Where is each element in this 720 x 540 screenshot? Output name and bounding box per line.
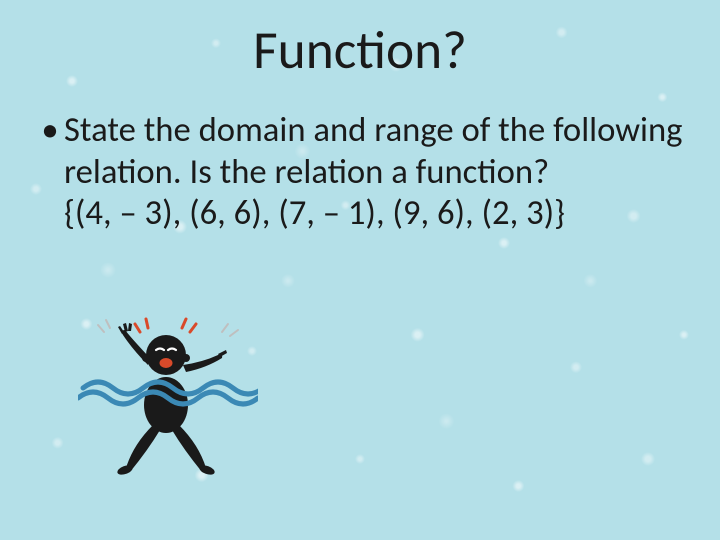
title-text: Function? xyxy=(253,18,467,83)
body-line-3: {(4, – 3), (6, 6), (7, – 1), (9, 6), (2,… xyxy=(64,192,565,234)
slide-body: • State the domain and range of the foll… xyxy=(36,110,684,235)
swimmer-cartoon-image xyxy=(78,310,258,480)
bullet-text: State the domain and range of the follow… xyxy=(64,110,684,235)
swimmer-icon xyxy=(78,310,258,480)
slide: Function? • State the domain and range o… xyxy=(0,0,720,540)
bullet-item: • State the domain and range of the foll… xyxy=(36,110,684,235)
slide-title: Function? xyxy=(0,18,720,83)
body-line-2: relation. Is the relation a function? xyxy=(64,151,549,193)
bullet-marker: • xyxy=(36,110,64,152)
body-line-1: State the domain and range of the follow… xyxy=(64,109,683,151)
